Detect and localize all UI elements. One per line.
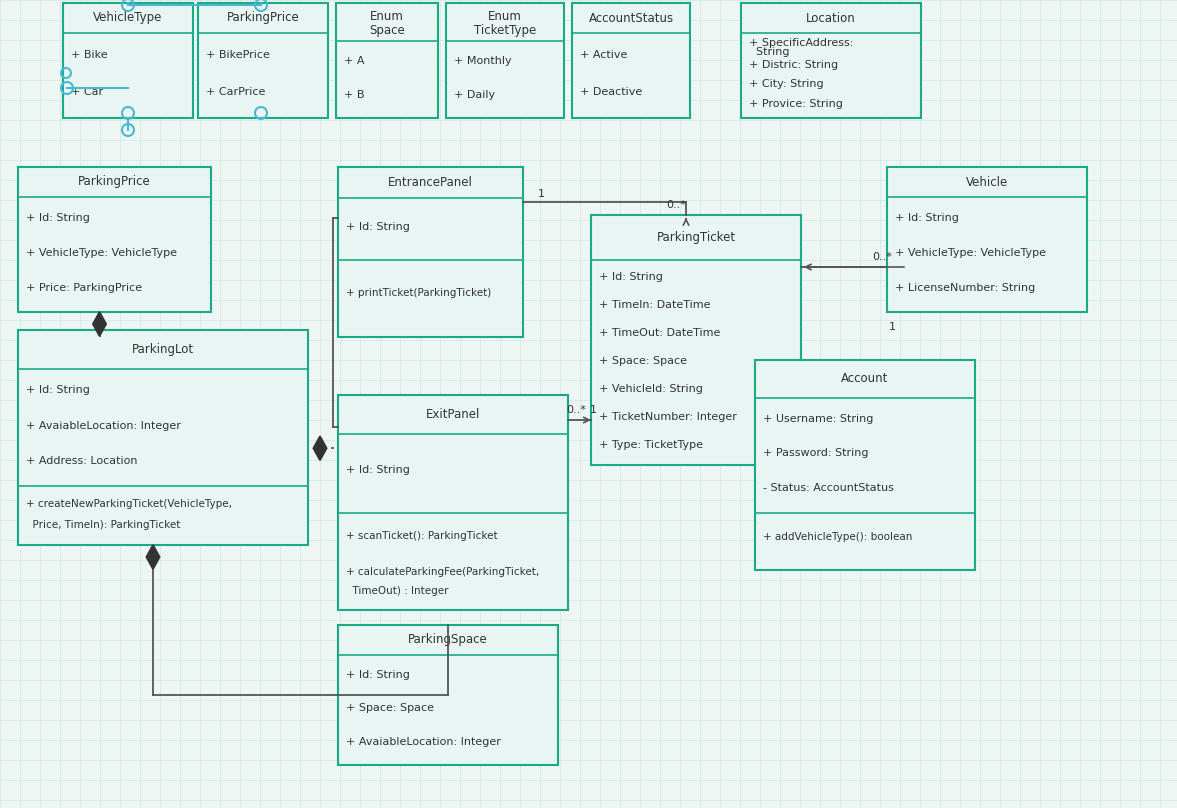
Text: + Id: String: + Id: String — [895, 213, 959, 223]
Text: + VehicleType: VehicleType: + VehicleType: VehicleType — [895, 248, 1046, 258]
Bar — [754, 360, 975, 570]
Bar — [742, 3, 920, 118]
Text: + scanTicket(): ParkingTicket: + scanTicket(): ParkingTicket — [346, 531, 498, 541]
Text: + A: + A — [344, 56, 365, 66]
Text: Location: Location — [806, 11, 856, 24]
Text: 1: 1 — [538, 189, 545, 199]
Bar — [338, 625, 558, 765]
Bar — [591, 215, 802, 465]
Bar — [198, 3, 328, 118]
Bar — [64, 3, 193, 118]
Text: 0..*: 0..* — [872, 252, 892, 262]
Bar — [446, 3, 564, 118]
Text: AccountStatus: AccountStatus — [588, 11, 673, 24]
Text: + Username: String: + Username: String — [763, 414, 873, 423]
Text: + CarPrice: + CarPrice — [206, 87, 265, 97]
Text: + AvaiableLocation: Integer: + AvaiableLocation: Integer — [346, 737, 501, 747]
Text: + Type: TicketType: + Type: TicketType — [599, 440, 703, 450]
Text: + City: String: + City: String — [749, 79, 824, 90]
Polygon shape — [146, 545, 160, 569]
Text: TimeOut) : Integer: TimeOut) : Integer — [346, 586, 448, 596]
Text: String: String — [749, 47, 790, 57]
Text: Vehicle: Vehicle — [966, 175, 1009, 188]
Text: VehicleType: VehicleType — [93, 11, 162, 24]
Text: + Id: String: + Id: String — [26, 213, 89, 223]
Text: + Id: String: + Id: String — [26, 385, 89, 395]
Bar — [887, 167, 1088, 312]
Bar — [18, 330, 308, 545]
Bar — [335, 3, 438, 118]
Polygon shape — [313, 436, 326, 461]
Text: ParkingLot: ParkingLot — [132, 343, 194, 356]
Text: 1: 1 — [590, 405, 597, 415]
Text: EntrancePanel: EntrancePanel — [388, 176, 473, 189]
Text: + Car: + Car — [71, 87, 104, 97]
Text: + VehicleId: String: + VehicleId: String — [599, 384, 703, 394]
Text: + printTicket(ParkingTicket): + printTicket(ParkingTicket) — [346, 288, 491, 298]
Bar — [572, 3, 690, 118]
Text: + Id: String: + Id: String — [346, 670, 410, 680]
Text: 0..*: 0..* — [566, 405, 586, 415]
Text: + Deactive: + Deactive — [580, 87, 643, 97]
Text: ParkingPrice: ParkingPrice — [78, 175, 151, 188]
Text: Price, TimeIn): ParkingTicket: Price, TimeIn): ParkingTicket — [26, 520, 180, 530]
Polygon shape — [93, 312, 106, 336]
Text: ParkingPrice: ParkingPrice — [227, 11, 299, 24]
Text: + LicenseNumber: String: + LicenseNumber: String — [895, 283, 1036, 292]
Text: + Provice: String: + Provice: String — [749, 99, 843, 109]
Text: Space: Space — [370, 24, 405, 37]
Text: + TimeIn: DateTime: + TimeIn: DateTime — [599, 300, 711, 310]
Text: Account: Account — [842, 372, 889, 385]
Text: 0..*: 0..* — [666, 200, 686, 210]
Text: 1: 1 — [889, 322, 896, 332]
Text: TicketType: TicketType — [474, 24, 537, 37]
Text: + Price: ParkingPrice: + Price: ParkingPrice — [26, 283, 142, 292]
Text: + Space: Space: + Space: Space — [599, 356, 687, 366]
Text: + Bike: + Bike — [71, 50, 107, 60]
Text: + Active: + Active — [580, 50, 627, 60]
Text: ExitPanel: ExitPanel — [426, 408, 480, 421]
Text: + addVehicleType(): boolean: + addVehicleType(): boolean — [763, 532, 912, 542]
Text: + Id: String: + Id: String — [346, 465, 410, 475]
Text: + BikePrice: + BikePrice — [206, 50, 270, 60]
Text: ParkingSpace: ParkingSpace — [408, 633, 488, 646]
Text: + Address: Location: + Address: Location — [26, 457, 138, 466]
Text: Enum: Enum — [370, 10, 404, 23]
Text: + Id: String: + Id: String — [599, 271, 663, 282]
Bar — [18, 167, 211, 312]
Text: + Id: String: + Id: String — [346, 221, 410, 232]
Text: + Password: String: + Password: String — [763, 448, 869, 458]
Text: + Daily: + Daily — [454, 90, 496, 99]
Text: + AvaiableLocation: Integer: + AvaiableLocation: Integer — [26, 421, 181, 431]
Text: + Space: Space: + Space: Space — [346, 703, 434, 713]
Text: + TicketNumber: Integer: + TicketNumber: Integer — [599, 412, 737, 423]
Text: + Distric: String: + Distric: String — [749, 60, 838, 69]
Text: - Status: AccountStatus: - Status: AccountStatus — [763, 483, 893, 493]
Text: + SpecificAddress:: + SpecificAddress: — [749, 38, 853, 48]
Text: + VehicleType: VehicleType: + VehicleType: VehicleType — [26, 248, 177, 258]
Text: Enum: Enum — [488, 10, 521, 23]
Text: ParkingTicket: ParkingTicket — [657, 231, 736, 244]
Bar — [338, 167, 523, 337]
Text: + Monthly: + Monthly — [454, 56, 512, 66]
Text: + B: + B — [344, 90, 365, 99]
Bar — [338, 395, 568, 610]
Text: + createNewParkingTicket(VehicleType,: + createNewParkingTicket(VehicleType, — [26, 499, 232, 509]
Text: + calculateParkingFee(ParkingTicket,: + calculateParkingFee(ParkingTicket, — [346, 567, 539, 577]
Text: + TimeOut: DateTime: + TimeOut: DateTime — [599, 328, 720, 338]
